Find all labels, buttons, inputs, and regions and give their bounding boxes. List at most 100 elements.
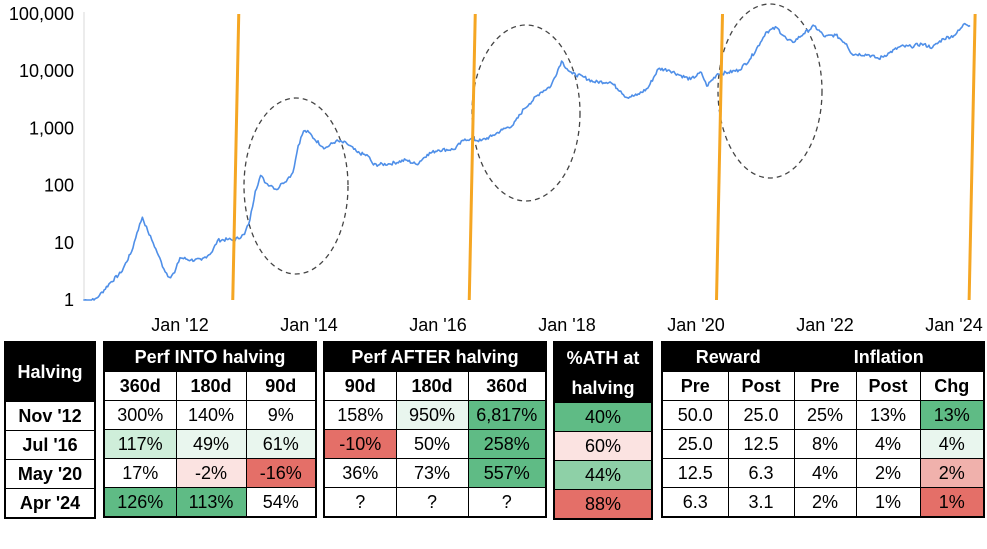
table-cell: 4% bbox=[919, 429, 985, 459]
table-cell: 9% bbox=[245, 400, 317, 430]
highlight-circle bbox=[717, 3, 823, 179]
table-cell: ? bbox=[323, 487, 397, 518]
x-tick-label: Jan '16 bbox=[409, 315, 466, 335]
halving-row-label: Nov '12 bbox=[4, 401, 96, 431]
table-cell: 158% bbox=[323, 400, 397, 430]
inflation-title: Inflation bbox=[793, 341, 985, 372]
table-cell: 6,817% bbox=[467, 400, 547, 430]
y-tick-label: 10,000 bbox=[19, 61, 74, 81]
table-cell: 4% bbox=[855, 429, 921, 459]
ath-title-line2: halving bbox=[553, 373, 653, 403]
table-cell: 8% bbox=[793, 429, 857, 459]
table-cell: 258% bbox=[467, 429, 547, 459]
table-cell: 6.3 bbox=[727, 458, 795, 488]
table-cell: 6.3 bbox=[661, 487, 729, 518]
col-header: Pre bbox=[793, 371, 857, 401]
perf-after-title: Perf AFTER halving bbox=[323, 341, 547, 372]
table-cell: 44% bbox=[553, 460, 653, 490]
table-cell: 17% bbox=[103, 458, 177, 488]
table-cell: -16% bbox=[245, 458, 317, 488]
col-header: 360d bbox=[467, 371, 547, 401]
perf-after-table: Perf AFTER halving 90d 180d 360d 158% 95… bbox=[323, 341, 547, 518]
x-tick-label: Jan '18 bbox=[538, 315, 595, 335]
halving-row-label: Apr '24 bbox=[4, 488, 96, 519]
table-cell: 50.0 bbox=[661, 400, 729, 430]
col-header: Pre bbox=[661, 371, 729, 401]
table-cell: 61% bbox=[245, 429, 317, 459]
table-cell: 1% bbox=[855, 487, 921, 518]
halving-line bbox=[715, 13, 724, 301]
table-cell: 12.5 bbox=[661, 458, 729, 488]
table-cell: 557% bbox=[467, 458, 547, 488]
y-tick-label: 1,000 bbox=[29, 118, 74, 138]
table-cell: 54% bbox=[245, 487, 317, 518]
table-cell: 13% bbox=[919, 400, 985, 430]
table-cell: 40% bbox=[553, 402, 653, 432]
col-header: 180d bbox=[175, 371, 247, 401]
halving-column: Halving Nov '12 Jul '16 May '20 Apr '24 bbox=[4, 341, 96, 519]
series-layer bbox=[83, 22, 971, 301]
table-cell: 950% bbox=[395, 400, 469, 430]
table-cell: 113% bbox=[175, 487, 247, 518]
table-cell: 12.5 bbox=[727, 429, 795, 459]
ath-table: %ATH at halving 40% 60% 44% 88% bbox=[553, 341, 653, 520]
table-cell: 1% bbox=[919, 487, 985, 518]
table-cell: 4% bbox=[793, 458, 857, 488]
perf-into-table: Perf INTO halving 360d 180d 90d 300% 140… bbox=[103, 341, 318, 518]
table-cell: -2% bbox=[175, 458, 247, 488]
table-cell: 49% bbox=[175, 429, 247, 459]
price-chart: 100,000 10,000 1,000 100 10 1 Jan '12 Jan '14 J… bbox=[9, 3, 983, 335]
y-tick-label: 100,000 bbox=[9, 4, 74, 24]
table-cell: -10% bbox=[323, 429, 397, 459]
x-tick-label: Jan '12 bbox=[151, 315, 208, 335]
table-cell: 140% bbox=[175, 400, 247, 430]
reward-title: Reward bbox=[661, 341, 795, 372]
y-tick-label: 100 bbox=[44, 176, 74, 196]
table-cell: 13% bbox=[855, 400, 921, 430]
price-series-line bbox=[83, 22, 971, 301]
y-tick-label: 1 bbox=[64, 290, 74, 310]
x-tick-label: Jan '22 bbox=[796, 315, 853, 335]
table-cell: 88% bbox=[553, 489, 653, 520]
highlight-circle bbox=[471, 24, 581, 202]
table-cell: 2% bbox=[793, 487, 857, 518]
x-tick-label: Jan '24 bbox=[925, 315, 982, 335]
table-cell: 300% bbox=[103, 400, 177, 430]
col-header: Post bbox=[855, 371, 921, 401]
y-tick-label: 10 bbox=[54, 233, 74, 253]
perf-into-title: Perf INTO halving bbox=[103, 341, 317, 372]
ath-title-line1: %ATH at bbox=[553, 341, 653, 374]
halving-line bbox=[967, 13, 977, 301]
col-header: Chg bbox=[919, 371, 985, 401]
table-cell: 3.1 bbox=[727, 487, 795, 518]
halving-lines bbox=[231, 13, 977, 301]
table-cell: 117% bbox=[103, 429, 177, 459]
reward-inflation-table: Reward Inflation Pre Post Pre Post Chg 5… bbox=[661, 341, 986, 518]
halving-line bbox=[467, 13, 477, 301]
table-cell: 2% bbox=[919, 458, 985, 488]
table-cell: ? bbox=[395, 487, 469, 518]
table-cell: 126% bbox=[103, 487, 177, 518]
col-header: 90d bbox=[245, 371, 317, 401]
table-cell: 25.0 bbox=[727, 400, 795, 430]
halving-row-label: May '20 bbox=[4, 459, 96, 489]
table-cell: 25% bbox=[793, 400, 857, 430]
halving-row-label: Jul '16 bbox=[4, 430, 96, 460]
x-tick-labels: Jan '12 Jan '14 Jan '16 Jan '18 Jan '20 Jan '… bbox=[151, 315, 982, 335]
table-cell: 50% bbox=[395, 429, 469, 459]
col-header: 90d bbox=[323, 371, 397, 401]
halving-line bbox=[231, 13, 241, 301]
table-cell: 25.0 bbox=[661, 429, 729, 459]
highlight-circles bbox=[243, 3, 823, 275]
table-cell: 2% bbox=[855, 458, 921, 488]
halving-header: Halving bbox=[4, 341, 96, 402]
col-header: 180d bbox=[395, 371, 469, 401]
table-cell: 60% bbox=[553, 431, 653, 461]
x-tick-label: Jan '14 bbox=[280, 315, 337, 335]
table-cell: ? bbox=[467, 487, 547, 518]
col-header: 360d bbox=[103, 371, 177, 401]
col-header: Post bbox=[727, 371, 795, 401]
x-tick-label: Jan '20 bbox=[667, 315, 724, 335]
y-tick-labels: 100,000 10,000 1,000 100 10 1 bbox=[9, 4, 74, 310]
